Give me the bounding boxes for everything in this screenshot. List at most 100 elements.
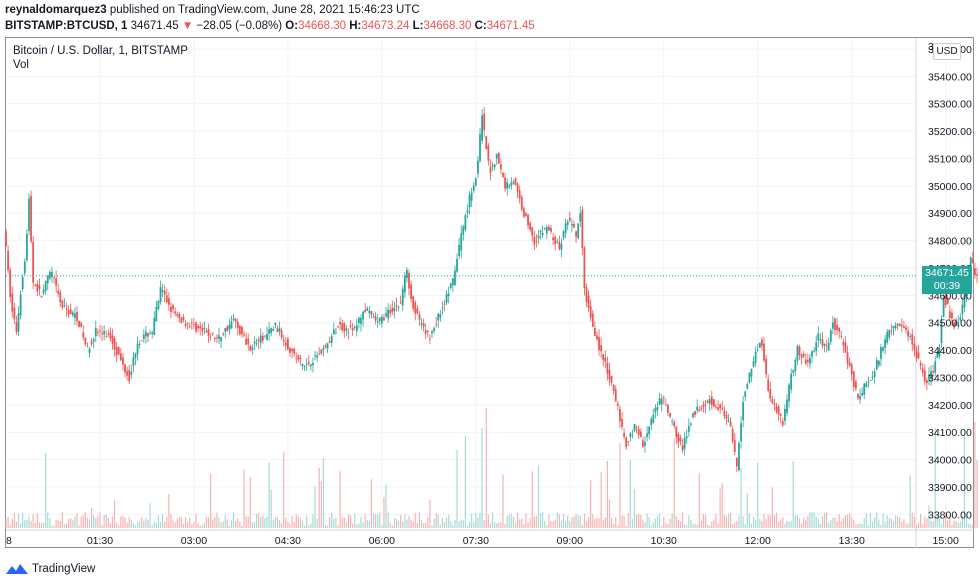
volume-bar bbox=[272, 520, 274, 528]
candle-body bbox=[704, 404, 707, 406]
candle bbox=[197, 323, 200, 333]
candle-body bbox=[9, 269, 12, 298]
candle-body bbox=[142, 334, 145, 339]
volume-bar bbox=[166, 516, 168, 528]
candle-body bbox=[706, 400, 709, 403]
candle bbox=[299, 354, 302, 366]
candle bbox=[38, 278, 41, 296]
candle bbox=[652, 408, 655, 424]
volume-bar bbox=[435, 513, 437, 528]
volume-bar bbox=[450, 521, 452, 528]
publisher-name[interactable]: reynaldomarquez3 bbox=[5, 4, 107, 16]
candle bbox=[132, 351, 135, 373]
volume-bar bbox=[352, 523, 354, 528]
candle-body bbox=[65, 308, 68, 310]
candle bbox=[34, 283, 37, 287]
candle-body bbox=[412, 296, 415, 309]
candle-body bbox=[213, 337, 216, 340]
volume-bar bbox=[452, 525, 454, 528]
tradingview-brand[interactable]: TradingView bbox=[32, 563, 96, 575]
volume-bar bbox=[809, 512, 811, 528]
candle bbox=[293, 347, 296, 357]
candle bbox=[418, 311, 421, 326]
volume-legend[interactable]: Vol bbox=[13, 59, 29, 71]
volume-bar bbox=[74, 516, 76, 528]
volume-bar bbox=[416, 523, 418, 528]
candle-body bbox=[938, 348, 941, 357]
volume-bar bbox=[162, 513, 164, 528]
candle bbox=[560, 238, 563, 258]
candle-body bbox=[742, 402, 745, 421]
tradingview-logo-icon[interactable] bbox=[6, 563, 28, 575]
y-tick-label: 34800.00 bbox=[928, 236, 972, 248]
volume-bar bbox=[696, 524, 698, 528]
candle-body bbox=[625, 437, 628, 448]
candle bbox=[800, 353, 803, 365]
volume-bar bbox=[558, 514, 560, 528]
currency-button[interactable]: USD bbox=[933, 43, 961, 60]
candle bbox=[512, 179, 515, 185]
volume-bar bbox=[842, 518, 844, 528]
candle bbox=[193, 317, 195, 330]
candle-body bbox=[443, 303, 446, 305]
volume-bar bbox=[894, 515, 897, 528]
candle-body bbox=[512, 182, 515, 184]
x-tick-label: 09:00 bbox=[557, 535, 583, 547]
candle bbox=[650, 416, 653, 431]
candle-body bbox=[355, 325, 358, 332]
candle bbox=[199, 321, 202, 336]
symbol-label[interactable]: BITSTAMP:BTCUSD, 1 bbox=[5, 20, 128, 32]
candle-body bbox=[259, 335, 262, 343]
candle bbox=[854, 379, 857, 392]
volume-bar bbox=[761, 521, 763, 528]
candle-body bbox=[11, 293, 14, 312]
candle-body bbox=[406, 270, 408, 278]
candle-body bbox=[76, 311, 78, 322]
candle-body bbox=[132, 357, 135, 366]
volume-bar bbox=[210, 473, 212, 528]
candle bbox=[848, 357, 851, 367]
candle-body bbox=[735, 458, 738, 467]
candle bbox=[282, 334, 285, 347]
candle bbox=[312, 357, 314, 373]
candle-body bbox=[788, 384, 790, 402]
candle-body bbox=[268, 329, 271, 334]
candle bbox=[562, 229, 565, 241]
candle-body bbox=[974, 268, 976, 276]
candle-body bbox=[17, 313, 20, 332]
volume-bar bbox=[807, 515, 809, 528]
last-value: 34671.45 bbox=[130, 20, 179, 32]
candle-body bbox=[278, 328, 281, 332]
chart-frame[interactable] bbox=[5, 37, 974, 548]
candle-body bbox=[725, 414, 728, 419]
candle-body bbox=[188, 326, 191, 328]
candle-body bbox=[34, 285, 37, 286]
candle bbox=[291, 347, 293, 359]
candle-body bbox=[151, 332, 154, 334]
candle bbox=[477, 155, 479, 178]
candle bbox=[646, 426, 648, 442]
candle-body bbox=[550, 228, 552, 232]
series-legend-title[interactable]: Bitcoin / U.S. Dollar, 1, BITSTAMP bbox=[13, 45, 188, 57]
candle-body bbox=[274, 322, 277, 326]
candle bbox=[825, 340, 828, 353]
candle-body bbox=[690, 423, 692, 425]
volume-bar bbox=[621, 515, 623, 528]
volume-bar bbox=[199, 525, 201, 528]
time-axis[interactable]: 8 01:30 03:00 04:30 06:00 07:30 09:00 10:30 12:0… bbox=[6, 535, 959, 547]
candle bbox=[236, 318, 239, 336]
candle-body bbox=[804, 359, 807, 364]
candle-body bbox=[750, 368, 753, 377]
volume-bar bbox=[241, 525, 243, 528]
y-tick-label: 35300.00 bbox=[928, 99, 972, 111]
volume-bar bbox=[932, 521, 934, 528]
volume-bar bbox=[613, 523, 615, 528]
candle-body bbox=[717, 407, 719, 410]
volume-bar bbox=[95, 517, 97, 528]
volume-bar bbox=[226, 519, 228, 528]
volume-bar bbox=[742, 516, 744, 528]
candle bbox=[389, 304, 392, 318]
volume-bar bbox=[684, 524, 686, 528]
candle bbox=[790, 368, 793, 394]
